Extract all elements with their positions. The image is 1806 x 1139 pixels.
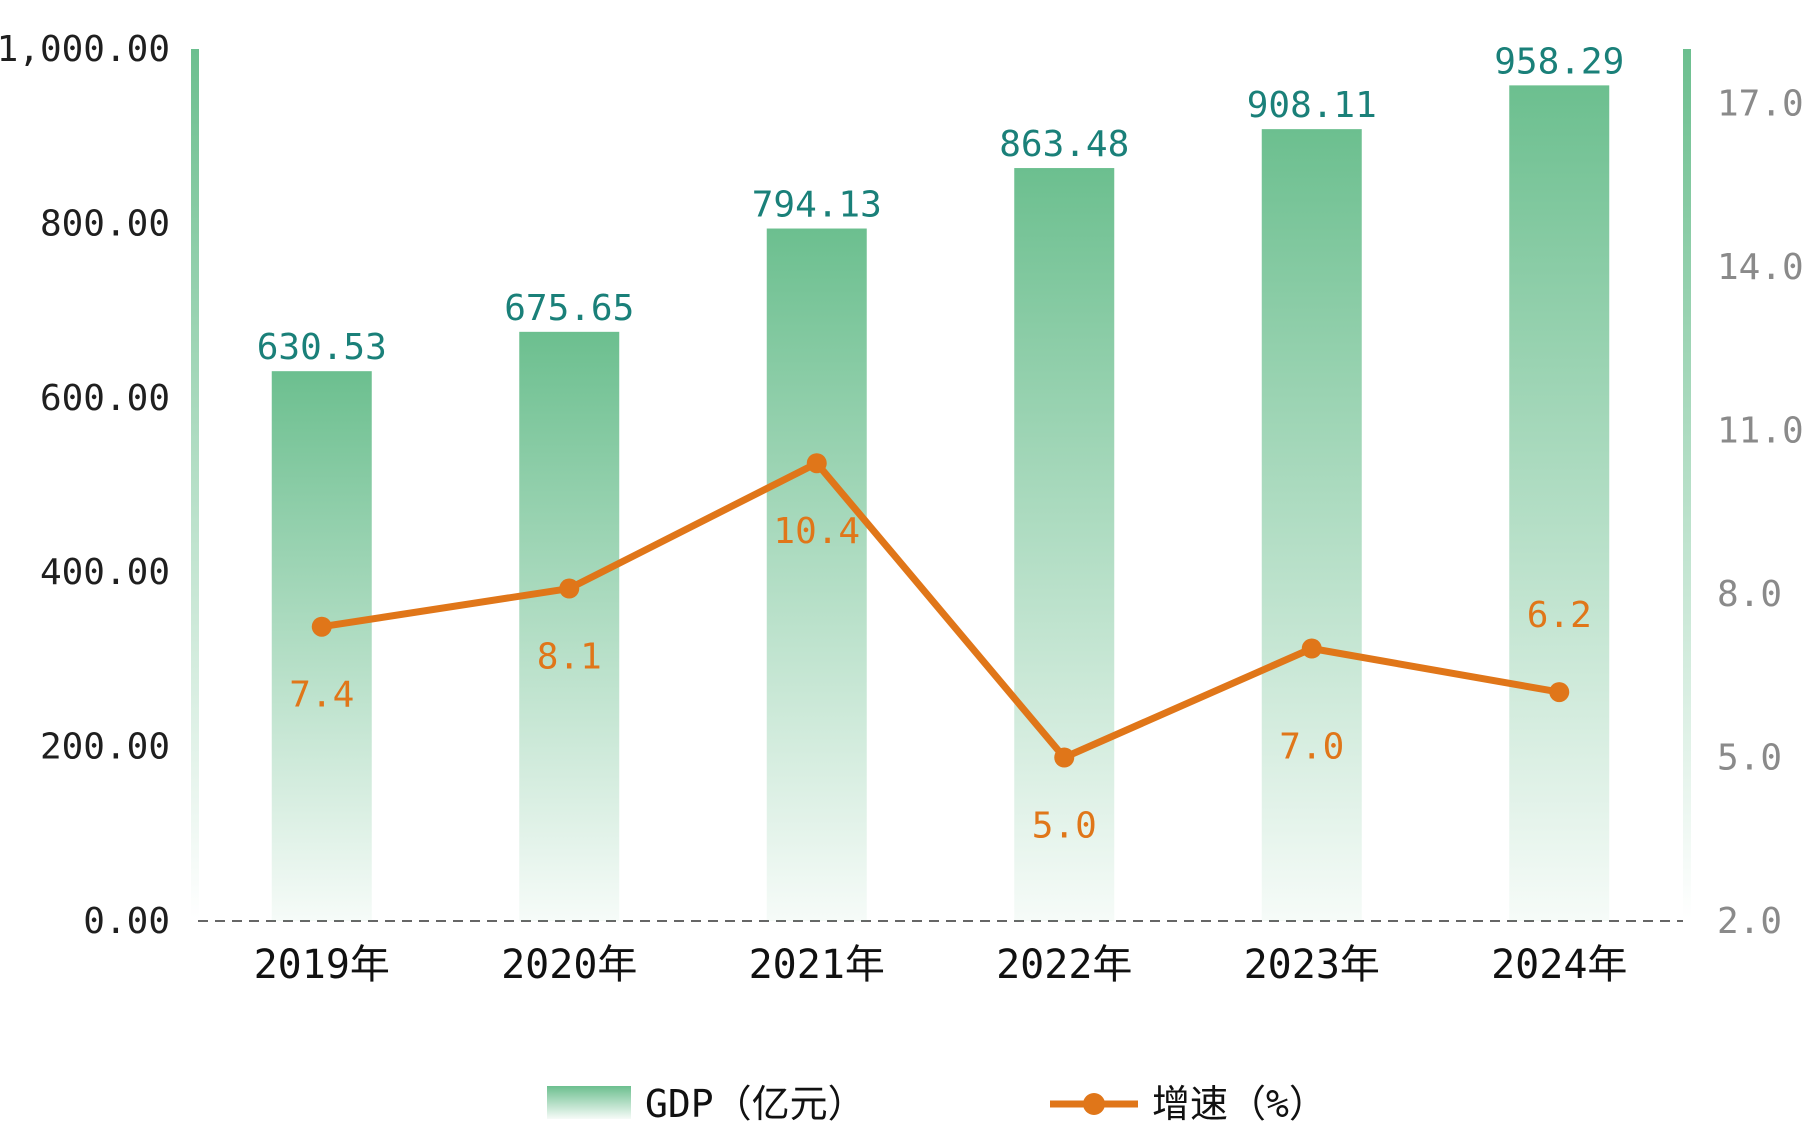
gdp-bar bbox=[766, 228, 867, 921]
gdp-bar bbox=[1014, 168, 1115, 922]
gdp-bar bbox=[1509, 85, 1610, 922]
left-axis-bar bbox=[191, 49, 199, 919]
gdp-bar bbox=[519, 331, 620, 921]
x-tick-label: 2019年 bbox=[254, 942, 390, 988]
growth-line-path bbox=[318, 459, 1563, 761]
right-tick-label: 2.0 bbox=[1717, 901, 1782, 942]
right-tick-label: 17.0 bbox=[1717, 84, 1804, 125]
left-tick-label: 600.00 bbox=[40, 378, 170, 419]
axes bbox=[191, 49, 1691, 922]
right-tick-label: 8.0 bbox=[1717, 574, 1782, 615]
growth-value-label: 8.1 bbox=[537, 637, 602, 678]
bars bbox=[271, 85, 1610, 922]
x-tick-label: 2024年 bbox=[1491, 942, 1627, 988]
gdp-value-label: 908.11 bbox=[1247, 85, 1377, 126]
gdp-value-label: 863.48 bbox=[999, 124, 1129, 165]
legend: GDP（亿元） 增速（%） bbox=[547, 1082, 1327, 1126]
growth-value-label: 7.4 bbox=[289, 675, 354, 716]
x-tick-label: 2021年 bbox=[749, 942, 885, 988]
right-tick-label: 5.0 bbox=[1717, 738, 1782, 779]
growth-value-label: 6.2 bbox=[1527, 595, 1592, 636]
left-axis-ticks: 0.00 200.00 400.00 600.00 800.00 1,000.00 bbox=[0, 29, 170, 942]
left-tick-label: 200.00 bbox=[40, 727, 170, 768]
left-tick-label: 1,000.00 bbox=[0, 29, 170, 70]
legend-gdp-label: GDP（亿元） bbox=[645, 1082, 866, 1126]
growth-point bbox=[1549, 682, 1570, 703]
right-tick-label: 11.0 bbox=[1717, 411, 1804, 452]
legend-growth-label: 增速（%） bbox=[1152, 1082, 1327, 1126]
gdp-value-label: 675.65 bbox=[504, 288, 634, 329]
right-tick-label: 14.0 bbox=[1717, 247, 1804, 288]
x-tick-label: 2023年 bbox=[1244, 942, 1380, 988]
left-tick-label: 400.00 bbox=[40, 552, 170, 593]
growth-point bbox=[311, 616, 332, 637]
gdp-bar bbox=[271, 371, 372, 921]
x-axis-ticks: 2019年 2020年 2021年 2022年 2023年 2024年 bbox=[254, 942, 1628, 988]
growth-point bbox=[559, 578, 580, 599]
gdp-bar bbox=[1261, 129, 1362, 922]
right-axis-ticks: 2.0 5.0 8.0 11.0 14.0 17.0 bbox=[1717, 84, 1804, 943]
gdp-value-label: 794.13 bbox=[752, 185, 882, 226]
growth-value-label: 7.0 bbox=[1279, 727, 1344, 768]
growth-value-label: 5.0 bbox=[1032, 806, 1097, 847]
legend-gdp-swatch bbox=[547, 1086, 631, 1119]
growth-value-label: 10.4 bbox=[773, 511, 860, 552]
left-tick-label: 800.00 bbox=[40, 203, 170, 244]
growth-labels: 7.4 8.1 10.4 5.0 7.0 6.2 bbox=[289, 511, 1592, 846]
x-tick-label: 2022年 bbox=[996, 942, 1132, 988]
growth-point bbox=[806, 453, 827, 474]
legend-growth-marker bbox=[1083, 1093, 1105, 1115]
x-tick-label: 2020年 bbox=[501, 942, 637, 988]
right-axis-bar bbox=[1683, 49, 1691, 919]
left-tick-label: 0.00 bbox=[83, 901, 170, 942]
gdp-value-label: 630.53 bbox=[257, 327, 387, 368]
growth-point bbox=[1054, 747, 1075, 768]
bar-labels: 630.53 675.65 794.13 863.48 908.11 958.29 bbox=[257, 41, 1625, 368]
gdp-value-label: 958.29 bbox=[1494, 41, 1624, 82]
growth-point bbox=[1301, 638, 1322, 659]
growth-line bbox=[311, 453, 1570, 768]
